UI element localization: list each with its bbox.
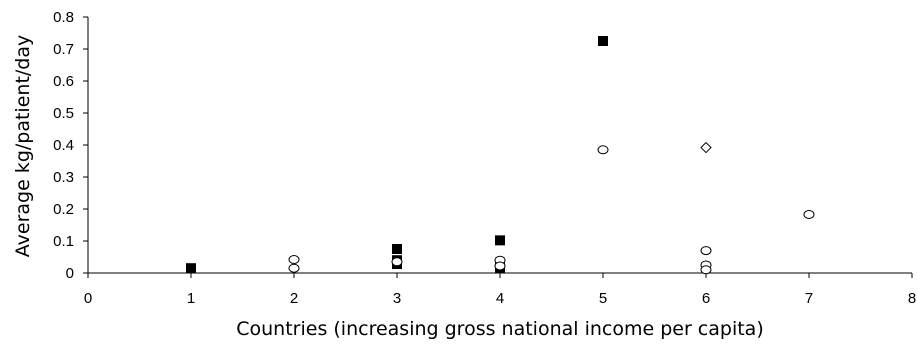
data-point-square [186, 263, 196, 274]
data-point-circle [700, 246, 712, 256]
y-axis-ticks: 0 0.1 0.2 0.3 0.4 0.5 0.6 0.7 0.8 [53, 9, 88, 282]
data-point-square [495, 235, 505, 246]
data-point-circle [700, 265, 712, 275]
data-point-circle [288, 255, 300, 265]
data-point-circle [597, 145, 609, 155]
x-tick-label: 8 [908, 290, 916, 307]
y-tick-label: 0.8 [53, 9, 74, 26]
y-tick-label: 0.1 [53, 233, 74, 250]
y-tick-label: 0.4 [53, 137, 74, 154]
y-tick-label: 0.2 [53, 201, 74, 218]
y-tick-label: 0.5 [53, 105, 74, 122]
data-point-circle [494, 261, 506, 271]
x-tick-label: 7 [805, 290, 813, 307]
y-tick-label: 0.6 [53, 73, 74, 90]
y-tick-label: 0 [66, 265, 74, 282]
x-tick-label: 3 [393, 290, 401, 307]
x-tick-label: 4 [496, 290, 504, 307]
data-point-circle [391, 257, 403, 267]
y-tick-label: 0.3 [53, 169, 74, 186]
x-axis-ticks: 0 1 2 3 4 5 6 7 8 [84, 273, 916, 307]
y-axis-title: Average kg/patient/day [12, 35, 34, 258]
x-tick-label: 1 [187, 290, 195, 307]
data-point-circle [288, 263, 300, 273]
x-tick-label: 6 [702, 290, 710, 307]
x-tick-label: 5 [599, 290, 607, 307]
x-tick-label: 0 [84, 290, 92, 307]
data-point-circle [803, 209, 815, 219]
data-points [186, 36, 815, 275]
y-tick-label: 0.7 [53, 41, 74, 58]
data-point-square [598, 36, 608, 46]
axes [87, 17, 912, 274]
data-point-diamond [700, 141, 712, 154]
data-point-square [392, 244, 402, 254]
x-tick-label: 2 [290, 290, 298, 307]
x-axis-title: Countries (increasing gross national inc… [236, 318, 764, 340]
